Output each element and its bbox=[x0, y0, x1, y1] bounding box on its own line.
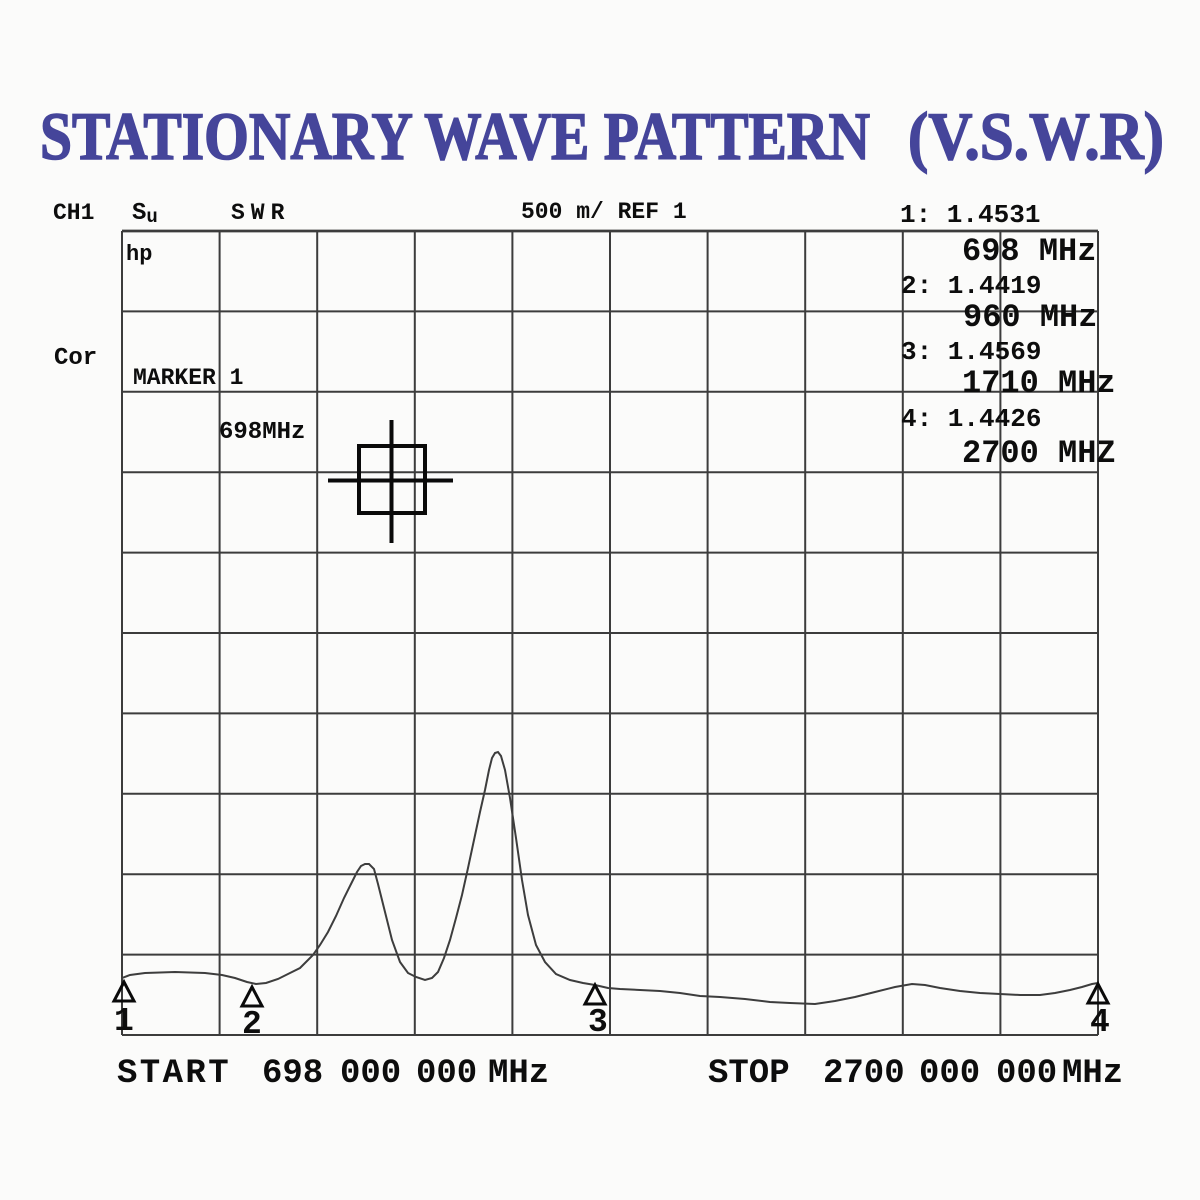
svg-text:4: 4 bbox=[1090, 1004, 1110, 1041]
svg-text:MHz: MHz bbox=[1062, 1055, 1123, 1093]
svg-text:1: 1.4531: 1: 1.4531 bbox=[900, 200, 1040, 230]
svg-text:CH1: CH1 bbox=[53, 200, 94, 226]
svg-text:3: 1.4569: 3: 1.4569 bbox=[901, 337, 1041, 367]
svg-text:500 m/ REF 1: 500 m/ REF 1 bbox=[521, 199, 687, 225]
svg-text:2700 MHZ: 2700 MHZ bbox=[962, 435, 1116, 472]
svg-text:2700: 2700 bbox=[823, 1055, 905, 1093]
svg-text:000: 000 bbox=[996, 1055, 1057, 1093]
svg-text:698: 698 bbox=[262, 1055, 323, 1093]
svg-text:START: START bbox=[117, 1055, 231, 1093]
svg-text:(V.S.W.R): (V.S.W.R) bbox=[908, 98, 1164, 174]
svg-text:2: 2 bbox=[242, 1006, 262, 1043]
svg-text:000: 000 bbox=[340, 1055, 401, 1093]
svg-text:3: 3 bbox=[588, 1004, 608, 1041]
svg-text:Cor: Cor bbox=[54, 345, 97, 372]
svg-text:960 MHz: 960 MHz bbox=[963, 299, 1097, 336]
svg-text:MARKER 1: MARKER 1 bbox=[133, 365, 243, 391]
svg-text:4: 1.4426: 4: 1.4426 bbox=[901, 404, 1041, 434]
svg-text:hp: hp bbox=[126, 242, 152, 267]
svg-text:1710 MHz: 1710 MHz bbox=[962, 365, 1116, 402]
svg-text:2: 1.4419: 2: 1.4419 bbox=[901, 271, 1041, 301]
svg-text:698 MHz: 698 MHz bbox=[962, 233, 1096, 270]
svg-text:698MHz: 698MHz bbox=[219, 419, 305, 446]
svg-text:000: 000 bbox=[416, 1055, 477, 1093]
svg-text:STOP: STOP bbox=[708, 1055, 790, 1093]
svg-text:MHz: MHz bbox=[488, 1055, 549, 1093]
svg-text:1: 1 bbox=[114, 1003, 134, 1040]
svg-text:000: 000 bbox=[919, 1055, 980, 1093]
svg-text:STATIONARY WAVE PATTERN: STATIONARY WAVE PATTERN bbox=[40, 98, 870, 174]
svg-text:SWR: SWR bbox=[231, 200, 290, 226]
